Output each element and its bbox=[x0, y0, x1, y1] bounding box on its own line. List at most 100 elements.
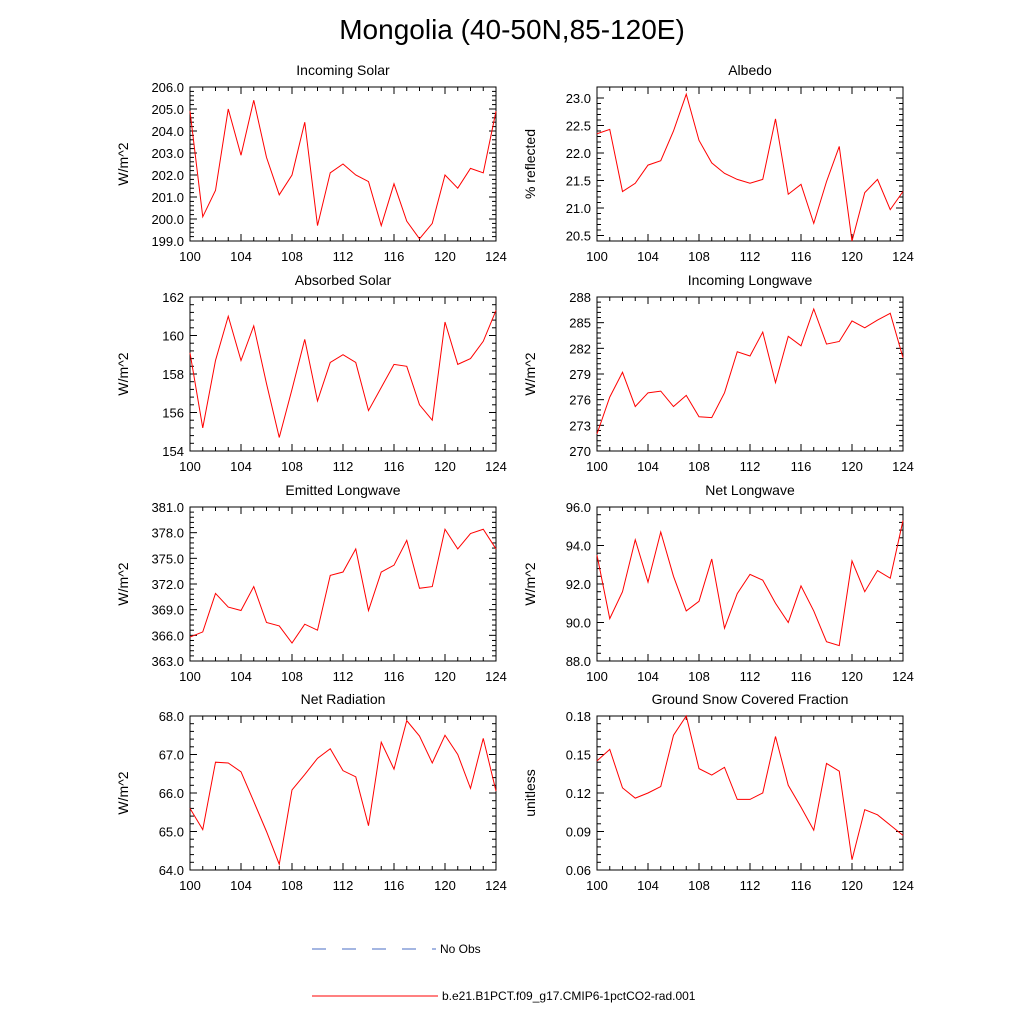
plot-frame bbox=[189, 715, 497, 871]
y-tick-label: 94.0 bbox=[566, 539, 591, 554]
x-tick-label: 112 bbox=[333, 878, 354, 893]
y-tick-label: 203.0 bbox=[151, 146, 184, 161]
x-tick-label: 100 bbox=[586, 669, 608, 684]
y-tick-label: 0.09 bbox=[566, 825, 591, 840]
y-tick-label: 162 bbox=[162, 290, 184, 305]
plot-frame bbox=[596, 715, 904, 871]
y-tick-label: 65.0 bbox=[159, 825, 184, 840]
x-tick-label: 116 bbox=[791, 669, 812, 684]
y-tick-label: 22.0 bbox=[566, 146, 591, 161]
x-tick-label: 124 bbox=[892, 878, 914, 893]
plot-frame bbox=[189, 296, 497, 452]
page-title: Mongolia (40-50N,85-120E) bbox=[339, 14, 685, 45]
x-tick-label: 100 bbox=[179, 669, 201, 684]
x-tick-label: 116 bbox=[791, 459, 812, 474]
x-tick-label: 112 bbox=[333, 459, 354, 474]
x-tick-label: 112 bbox=[333, 249, 354, 264]
legend-run-label: b.e21.B1PCT.f09_g17.CMIP6-1pctCO2-rad.00… bbox=[442, 989, 696, 1003]
x-tick-label: 104 bbox=[637, 669, 659, 684]
y-tick-label: 282 bbox=[569, 341, 591, 356]
panel-title: Incoming Solar bbox=[296, 62, 390, 78]
x-tick-label: 112 bbox=[333, 669, 354, 684]
x-tick-label: 104 bbox=[637, 459, 659, 474]
y-tick-label: 158 bbox=[162, 367, 184, 382]
x-tick-label: 116 bbox=[384, 249, 405, 264]
x-tick-label: 108 bbox=[688, 459, 710, 474]
x-tick-label: 104 bbox=[637, 249, 659, 264]
y-tick-label: 64.0 bbox=[159, 863, 184, 878]
x-tick-label: 124 bbox=[485, 459, 507, 474]
legend-no-obs-label: No Obs bbox=[440, 942, 481, 956]
y-tick-label: 204.0 bbox=[151, 124, 184, 139]
y-tick-label: 0.12 bbox=[566, 786, 591, 801]
y-tick-label: 381.0 bbox=[151, 500, 184, 515]
y-tick-label: 0.15 bbox=[566, 748, 591, 763]
y-tick-label: 279 bbox=[569, 367, 591, 382]
x-tick-label: 104 bbox=[230, 459, 252, 474]
y-tick-label: 21.5 bbox=[566, 174, 591, 189]
x-tick-label: 108 bbox=[281, 878, 303, 893]
panel-title: Net Longwave bbox=[705, 482, 795, 498]
y-axis-label: W/m^2 bbox=[115, 352, 131, 395]
panel-title: Emitted Longwave bbox=[285, 482, 400, 498]
y-tick-label: 66.0 bbox=[159, 786, 184, 801]
y-tick-label: 369.0 bbox=[151, 603, 184, 618]
y-tick-label: 366.0 bbox=[151, 628, 184, 643]
panel-title: Ground Snow Covered Fraction bbox=[652, 691, 849, 707]
x-tick-label: 120 bbox=[434, 249, 456, 264]
chart-absorbed-solar: 100 104 108 112 116 120 124 154 156 158 160 162 Abso… bbox=[115, 272, 507, 474]
x-tick-label: 124 bbox=[892, 459, 914, 474]
series-line bbox=[189, 527, 497, 644]
y-tick-label: 154 bbox=[162, 444, 184, 459]
x-tick-label: 112 bbox=[740, 878, 761, 893]
x-tick-label: 120 bbox=[434, 669, 456, 684]
y-tick-label: 202.0 bbox=[151, 168, 184, 183]
y-tick-label: 20.5 bbox=[566, 229, 591, 244]
y-tick-label: 200.0 bbox=[151, 212, 184, 227]
x-tick-label: 120 bbox=[841, 249, 863, 264]
x-tick-label: 124 bbox=[485, 249, 507, 264]
plot-frame bbox=[596, 86, 904, 242]
x-tick-label: 104 bbox=[230, 249, 252, 264]
chart-albedo: 100 104 108 112 116 120 124 20.5 21.0 21.5 22.0 22.… bbox=[522, 62, 914, 264]
x-tick-label: 108 bbox=[281, 249, 303, 264]
x-tick-label: 108 bbox=[281, 669, 303, 684]
y-tick-label: 276 bbox=[569, 393, 591, 408]
x-tick-label: 116 bbox=[791, 249, 812, 264]
y-tick-label: 206.0 bbox=[151, 80, 184, 95]
x-tick-label: 100 bbox=[586, 249, 608, 264]
y-tick-label: 201.0 bbox=[151, 190, 184, 205]
panel-title: Incoming Longwave bbox=[688, 272, 813, 288]
series-line bbox=[189, 100, 497, 240]
chart-ground-snow-covered-fraction: 100 104 108 112 116 120 124 0.06 0.09 0.12 0.15 0.1… bbox=[522, 691, 914, 893]
y-tick-label: 21.0 bbox=[566, 201, 591, 216]
x-tick-label: 116 bbox=[791, 878, 812, 893]
series-line bbox=[596, 520, 904, 647]
y-axis-label: W/m^2 bbox=[115, 771, 131, 814]
x-tick-label: 108 bbox=[688, 878, 710, 893]
x-tick-label: 124 bbox=[892, 249, 914, 264]
series-line bbox=[189, 719, 497, 867]
y-tick-label: 68.0 bbox=[159, 709, 184, 724]
y-axis-label: W/m^2 bbox=[522, 562, 538, 605]
y-axis-label: W/m^2 bbox=[115, 142, 131, 185]
x-tick-label: 104 bbox=[230, 669, 252, 684]
x-tick-label: 124 bbox=[485, 669, 507, 684]
plot-frame bbox=[596, 296, 904, 452]
x-tick-label: 116 bbox=[384, 878, 405, 893]
panel-title: Absorbed Solar bbox=[295, 272, 392, 288]
x-tick-label: 120 bbox=[434, 459, 456, 474]
y-tick-label: 96.0 bbox=[566, 500, 591, 515]
x-tick-label: 124 bbox=[892, 669, 914, 684]
y-tick-label: 156 bbox=[162, 406, 184, 421]
y-axis-label: % reflected bbox=[522, 129, 538, 199]
x-tick-label: 120 bbox=[434, 878, 456, 893]
plot-frame bbox=[189, 506, 497, 662]
y-tick-label: 92.0 bbox=[566, 577, 591, 592]
y-tick-label: 378.0 bbox=[151, 526, 184, 541]
x-tick-label: 112 bbox=[740, 249, 761, 264]
chart-incoming-solar: 100 104 108 112 116 120 124 199.0 200.0 201.0 202.… bbox=[115, 62, 507, 264]
y-tick-label: 199.0 bbox=[151, 234, 184, 249]
plot-frame bbox=[596, 506, 904, 662]
y-axis-label: unitless bbox=[522, 769, 538, 816]
